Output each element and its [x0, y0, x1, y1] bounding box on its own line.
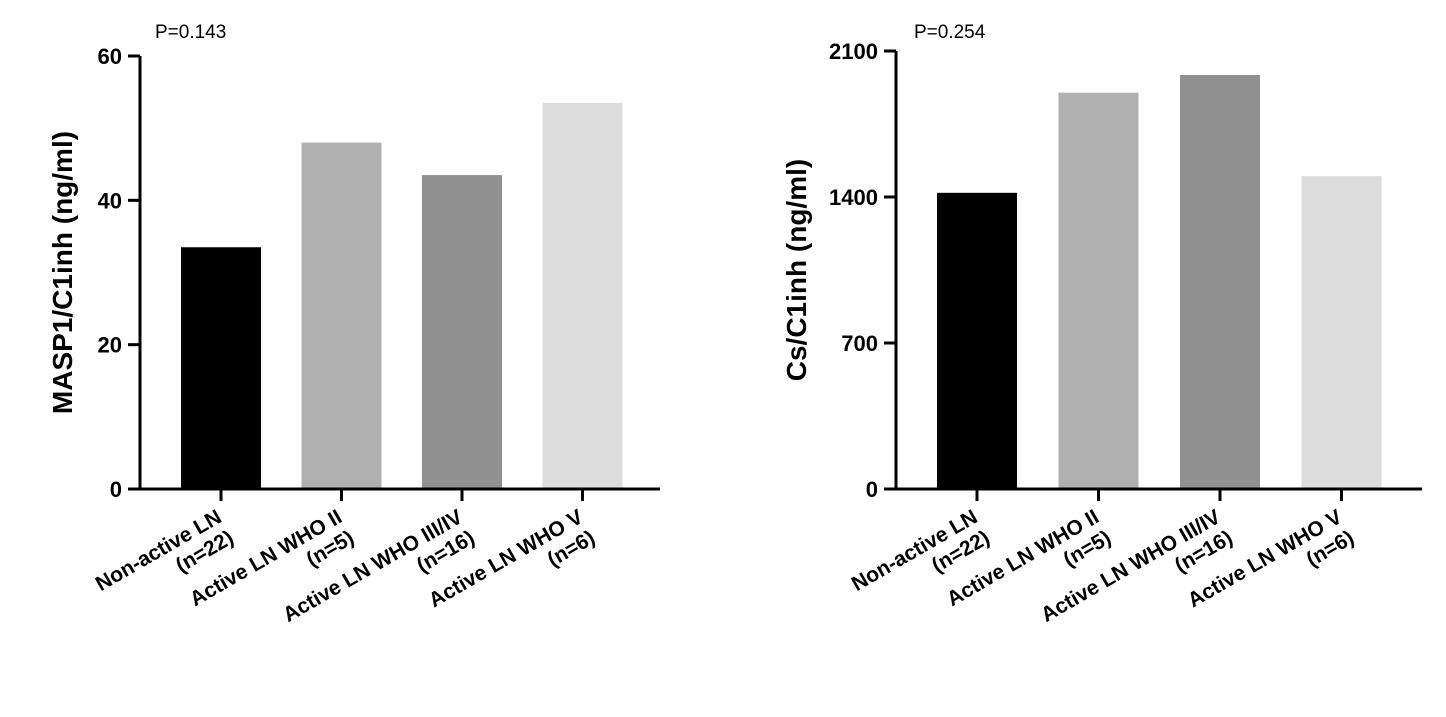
bar — [1180, 74, 1260, 489]
y-tick-label: 60 — [98, 44, 122, 69]
bar — [301, 142, 382, 489]
y-tick-label: 20 — [98, 333, 122, 358]
y-tick-label: 0 — [866, 477, 878, 502]
bar — [542, 102, 623, 490]
y-tick-label: 2100 — [829, 39, 878, 64]
bar — [1301, 176, 1382, 489]
bar — [937, 192, 1017, 490]
y-tick-label: 0 — [110, 477, 122, 502]
p-value-annotation: P=0.254 — [914, 22, 986, 43]
y-axis-label: Cs/C1inh (ng/ml) — [781, 159, 812, 381]
bar — [1058, 92, 1139, 489]
y-tick-label: 1400 — [829, 185, 878, 210]
y-axis-label: MASP1/C1inh (ng/ml) — [47, 131, 78, 414]
y-tick-label: 40 — [98, 188, 122, 213]
y-tick-label: 700 — [841, 331, 878, 356]
p-value-annotation: P=0.143 — [155, 22, 226, 43]
bar — [422, 175, 502, 489]
bar — [181, 247, 261, 489]
